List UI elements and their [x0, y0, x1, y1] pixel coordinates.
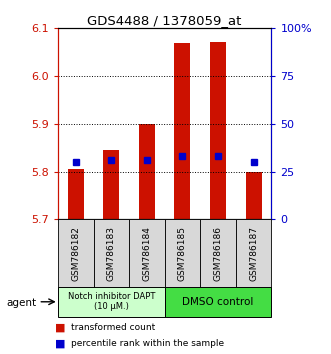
Text: ■: ■ [55, 338, 65, 348]
Text: GSM786187: GSM786187 [249, 227, 258, 281]
Bar [246, 172, 261, 219]
Text: agent: agent [7, 298, 37, 308]
Text: GSM786185: GSM786185 [178, 227, 187, 281]
Text: DMSO control: DMSO control [182, 297, 254, 307]
Text: GSM786182: GSM786182 [71, 227, 80, 281]
Bar [139, 124, 155, 219]
Text: Notch inhibitor DAPT
(10 μM.): Notch inhibitor DAPT (10 μM.) [68, 292, 155, 312]
Bar [236, 219, 271, 289]
Bar [165, 219, 200, 289]
Text: GSM786183: GSM786183 [107, 227, 116, 281]
Bar [200, 219, 236, 289]
Title: GDS4488 / 1378059_at: GDS4488 / 1378059_at [87, 14, 242, 27]
Bar [58, 287, 165, 317]
Text: GSM786186: GSM786186 [213, 227, 222, 281]
Bar [93, 219, 129, 289]
Text: ■: ■ [55, 322, 65, 332]
Text: transformed count: transformed count [71, 323, 156, 332]
Bar [68, 169, 84, 219]
Bar [103, 150, 119, 219]
Text: percentile rank within the sample: percentile rank within the sample [71, 339, 224, 348]
Bar [129, 219, 165, 289]
Bar [165, 287, 271, 317]
Bar [174, 42, 190, 219]
Bar [210, 42, 226, 219]
Bar [58, 219, 93, 289]
Text: GSM786184: GSM786184 [142, 227, 151, 281]
